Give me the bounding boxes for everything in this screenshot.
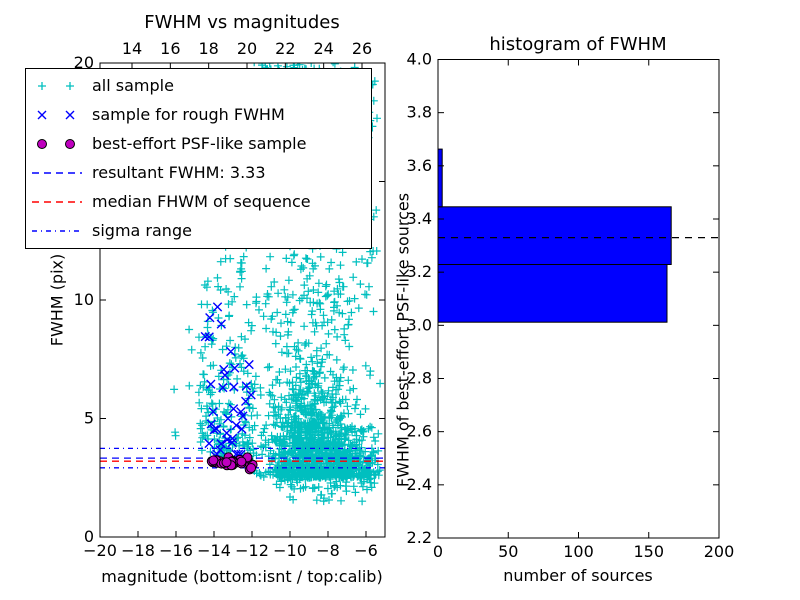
svg-text:−6: −6 [354, 541, 378, 560]
svg-text:24: 24 [313, 39, 333, 58]
reference-lines [100, 447, 385, 469]
histogram-bars [437, 148, 672, 323]
legend-label: median FHWM of sequence [92, 191, 311, 211]
right-plot-title: histogram of FWHM [489, 34, 667, 55]
svg-text:14: 14 [122, 39, 142, 58]
svg-text:0: 0 [433, 542, 443, 561]
svg-text:16: 16 [160, 39, 180, 58]
legend-item-sigma-range: sigma range [26, 216, 371, 245]
svg-text:20: 20 [237, 39, 257, 58]
svg-text:−16: −16 [159, 541, 193, 560]
legend-marker-circle-icon [37, 139, 75, 149]
legend-item-psf-sample: best-effort PSF-like sample [26, 129, 371, 158]
svg-text:−20: −20 [83, 541, 117, 560]
svg-text:4.0: 4.0 [407, 50, 432, 69]
legend-item-median-fwhm: median FHWM of sequence [26, 187, 371, 216]
svg-text:0: 0 [84, 527, 94, 546]
left-plot-title: FWHM vs magnitudes [144, 12, 340, 33]
svg-text:−10: −10 [273, 541, 307, 560]
svg-text:5: 5 [84, 409, 94, 428]
svg-text:26: 26 [352, 39, 372, 58]
left-xaxis-label: magnitude (bottom:isnt / top:calib) [101, 567, 383, 586]
legend-item-all-sample: all sample [26, 71, 371, 100]
svg-text:2.2: 2.2 [407, 528, 432, 547]
axis-ticks [437, 59, 720, 539]
legend-item-rough-fwhm-sample: sample for rough FWHM [26, 100, 371, 129]
legend-item-resultant-fwhm: resultant FWHM: 3.33 [26, 158, 371, 187]
svg-text:18: 18 [198, 39, 218, 58]
svg-text:−12: −12 [235, 541, 269, 560]
legend-label: resultant FWHM: 3.33 [92, 162, 266, 182]
svg-text:22: 22 [275, 39, 295, 58]
svg-text:−14: −14 [197, 541, 231, 560]
legend-marker-dashdot-line-icon [32, 230, 82, 232]
legend-marker-dashed-line-icon [32, 201, 82, 203]
legend-marker-dashed-line-icon [32, 172, 82, 174]
svg-text:150: 150 [633, 542, 664, 561]
svg-text:−18: −18 [121, 541, 155, 560]
series-best-effort-psf-like-sample [206, 452, 258, 475]
left-yaxis-label: FWHM (pix) [47, 253, 67, 347]
tick-labels: 0 50 100 150 2002.22.42.62.83.03.23.43.63.84… [407, 50, 735, 562]
legend-label: sigma range [92, 220, 192, 240]
svg-text:100: 100 [563, 542, 594, 561]
svg-text:−8: −8 [316, 541, 340, 560]
legend-label: sample for rough FWHM [92, 104, 285, 124]
right-xaxis-label: number of sources [503, 566, 653, 585]
svg-text:200: 200 [704, 542, 735, 561]
legend-label: best-effort PSF-like sample [92, 133, 307, 153]
right-yaxis-label: FWHM of best-effort PSF-like sources [393, 192, 413, 488]
svg-text:3.8: 3.8 [407, 103, 432, 122]
legend-label: all sample [92, 75, 174, 95]
legend-marker-plus-icon [38, 82, 74, 90]
legend-marker-x-icon [37, 110, 75, 120]
svg-text:50: 50 [498, 542, 518, 561]
svg-text:10: 10 [74, 290, 94, 309]
legend: all sample sample for rough FWHM best-ef… [25, 68, 372, 249]
series-sample-for-rough-fwhm [200, 302, 256, 461]
svg-text:3.6: 3.6 [407, 156, 432, 175]
